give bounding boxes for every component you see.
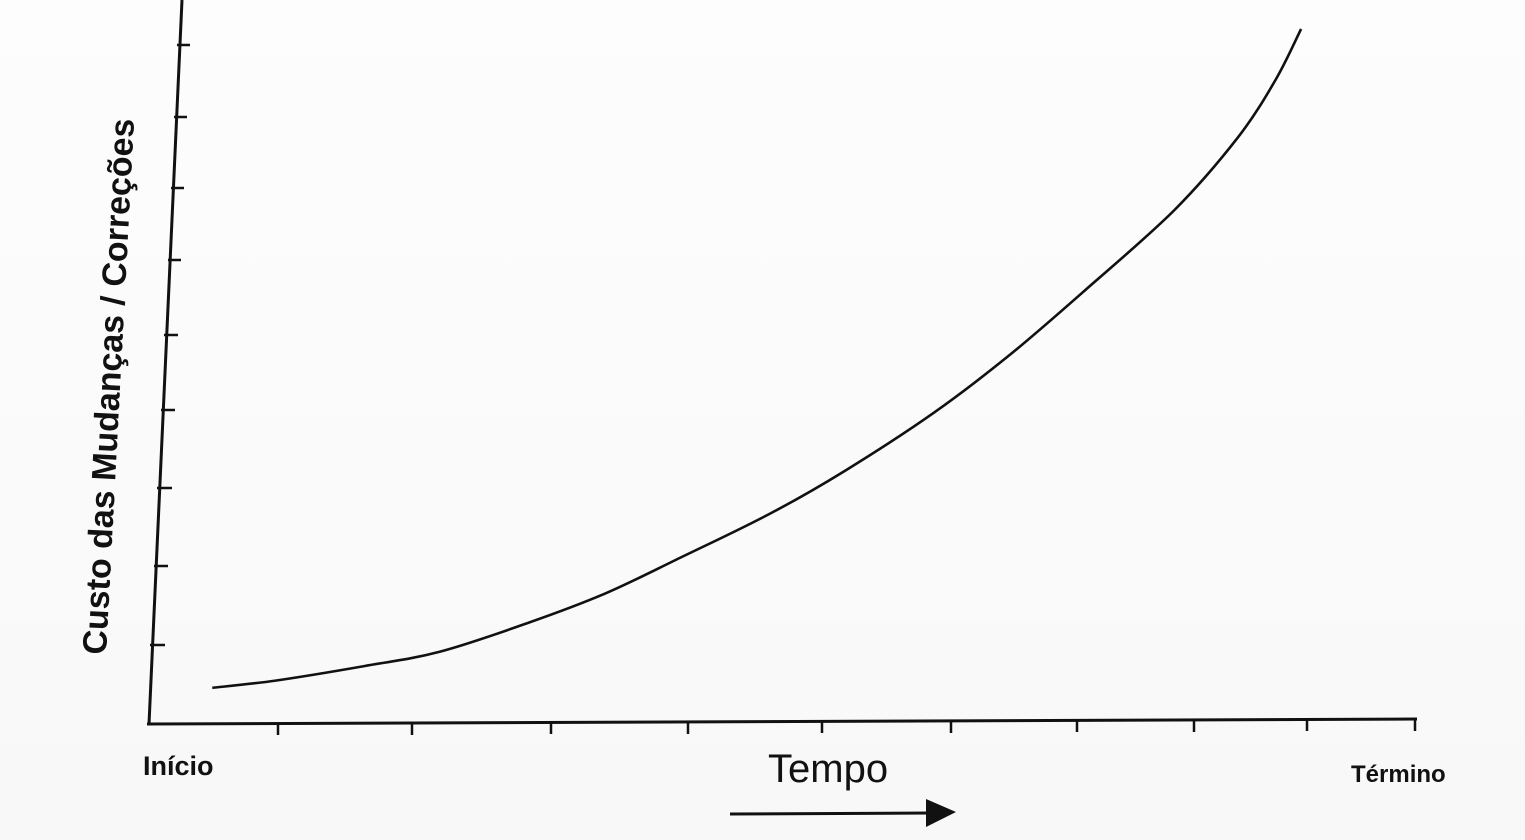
x-axis-line <box>146 717 1418 726</box>
x-axis-label: Tempo <box>768 747 888 791</box>
y-axis-line <box>147 0 184 725</box>
y-axis-label: Custo das Mudanças / Correções <box>76 118 142 656</box>
y-axis-ticks <box>150 43 190 647</box>
x-axis-ticks <box>276 719 1417 735</box>
cost-curve-line <box>212 28 1303 690</box>
x-start-label: Início <box>143 751 214 781</box>
direction-arrow-icon <box>729 799 956 827</box>
x-end-label: Término <box>1351 761 1446 788</box>
